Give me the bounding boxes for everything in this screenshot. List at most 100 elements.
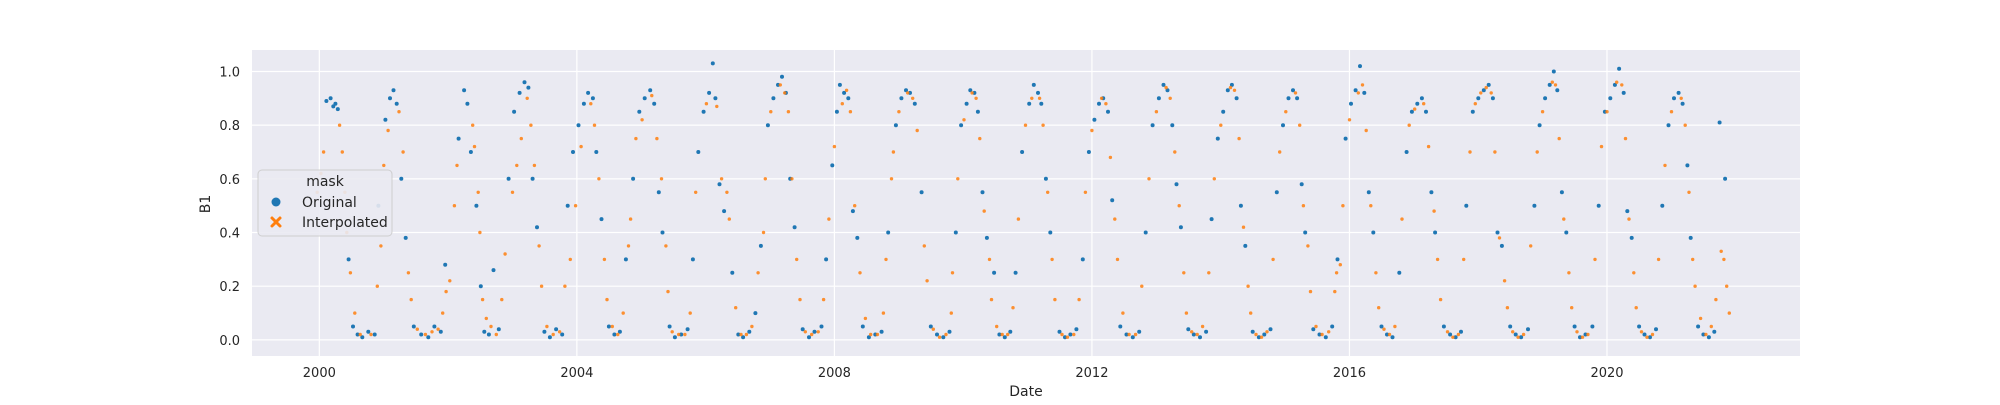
original-point: [512, 109, 517, 114]
interpolated-point: [430, 330, 434, 334]
interpolated-point: [484, 316, 488, 321]
original-point: [758, 243, 763, 248]
original-point: [506, 176, 511, 181]
original-point: [1130, 335, 1135, 340]
interpolated-point: [1722, 257, 1726, 262]
x-axis-label: Date: [1009, 384, 1042, 400]
interpolated-point: [1184, 311, 1189, 315]
interpolated-point: [810, 332, 814, 337]
interpolated-point: [1341, 204, 1345, 208]
interpolated-point: [423, 332, 428, 337]
original-point: [1250, 329, 1255, 334]
original-point: [780, 74, 784, 79]
original-point: [1621, 90, 1626, 95]
interpolated-point: [471, 123, 475, 127]
original-point: [542, 329, 547, 334]
original-point: [478, 284, 483, 289]
interpolated-point: [1511, 330, 1515, 334]
interpolated-point: [666, 289, 670, 294]
interpolated-point: [853, 204, 857, 208]
interpolated-point: [897, 110, 901, 114]
interpolated-point: [472, 144, 477, 149]
interpolated-point: [1521, 332, 1526, 337]
original-point: [1617, 66, 1622, 71]
y-tick-label-0.8: 0.8: [219, 119, 240, 134]
original-point: [1057, 329, 1062, 334]
interpolated-point: [1232, 88, 1237, 93]
interpolated-point: [1271, 257, 1275, 262]
interpolated-point: [409, 297, 413, 302]
interpolated-point: [1632, 271, 1636, 275]
original-point: [1036, 90, 1040, 95]
original-point: [1274, 190, 1279, 195]
interpolated-point: [734, 306, 738, 310]
interpolated-point: [597, 177, 601, 181]
interpolated-point: [858, 271, 862, 275]
interpolated-point: [1083, 190, 1088, 194]
original-point: [1660, 203, 1665, 208]
original-point: [360, 335, 365, 340]
interpolated-point: [1567, 271, 1571, 275]
interpolated-point: [1687, 190, 1691, 194]
interpolated-point: [1575, 330, 1579, 334]
interpolated-point: [340, 150, 344, 154]
original-point: [1286, 96, 1291, 101]
x-tick-label-2008: 2008: [818, 366, 851, 381]
interpolated-point: [832, 144, 837, 149]
interpolated-point: [1011, 306, 1015, 310]
interpolated-point: [1190, 330, 1194, 334]
interpolated-point: [1691, 257, 1695, 262]
interpolated-point: [827, 217, 831, 221]
original-point: [997, 332, 1002, 337]
interpolated-point: [1479, 91, 1483, 95]
original-point: [1559, 190, 1564, 195]
interpolated-point: [1006, 332, 1010, 337]
interpolated-point: [950, 271, 955, 275]
interpolated-point: [987, 257, 992, 262]
interpolated-point: [1046, 190, 1050, 194]
original-point: [324, 99, 329, 103]
original-point: [468, 150, 473, 154]
interpolated-point: [970, 91, 974, 95]
interpolated-point: [1177, 204, 1181, 208]
original-point: [594, 150, 599, 154]
original-point: [1415, 101, 1420, 106]
interpolated-point: [573, 204, 578, 208]
interpolated-point: [1308, 289, 1313, 294]
interpolated-point: [1580, 335, 1585, 339]
original-point: [1608, 96, 1613, 101]
original-point: [328, 96, 333, 101]
interpolated-point: [628, 217, 633, 221]
original-point: [1486, 82, 1491, 87]
legend-title: mask: [306, 174, 345, 190]
original-point: [1031, 82, 1036, 87]
interpolated-point: [1432, 209, 1436, 213]
interpolated-point: [1683, 123, 1687, 127]
interpolated-point: [500, 297, 504, 302]
original-point: [1696, 324, 1701, 329]
interpolated-point: [386, 128, 390, 133]
interpolated-point: [610, 324, 614, 329]
original-point: [1150, 123, 1155, 128]
original-point: [696, 150, 701, 154]
interpolated-point: [1709, 324, 1714, 329]
original-point: [612, 332, 617, 337]
interpolated-point: [444, 289, 448, 294]
original-point: [496, 327, 501, 332]
interpolated-point: [353, 311, 357, 315]
interpolated-point: [605, 297, 609, 302]
interpolated-point: [1182, 271, 1186, 275]
interpolated-point: [568, 257, 572, 262]
original-point: [419, 332, 424, 337]
interpolated-point: [944, 332, 948, 337]
y-axis-ticks: 0.0 0.2 0.4 0.6 0.8 1.0: [219, 65, 240, 348]
interpolated-point: [1451, 335, 1455, 339]
original-point: [690, 257, 695, 262]
interpolated-point: [1505, 306, 1510, 310]
interpolated-point: [1407, 123, 1411, 127]
interpolated-point: [1413, 107, 1417, 111]
original-point: [1362, 90, 1367, 95]
interpolated-point: [1259, 335, 1264, 339]
interpolated-point: [1540, 110, 1545, 114]
interpolated-point: [348, 271, 353, 275]
